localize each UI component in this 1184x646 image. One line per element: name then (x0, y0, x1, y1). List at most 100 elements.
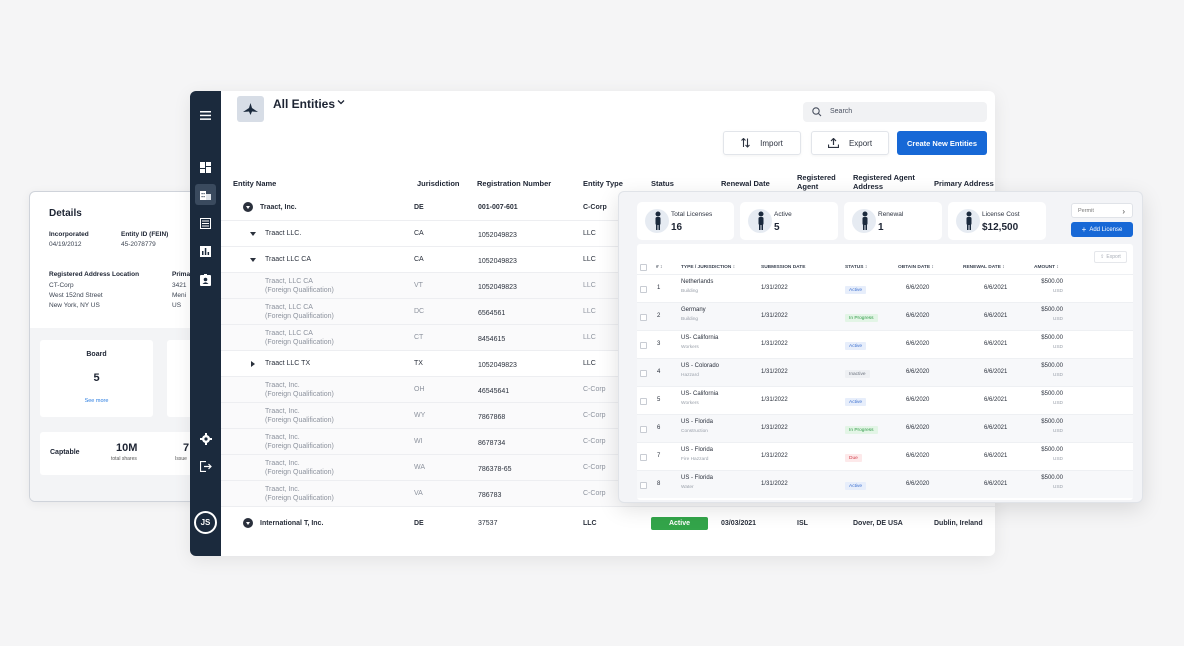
entity-name-text: Traact, Inc. (265, 382, 300, 389)
column-registered-agent-line1[interactable]: Registered (797, 173, 836, 182)
row-checkbox[interactable] (640, 398, 647, 405)
license-type: Building (681, 289, 699, 294)
entity-type: LLC (583, 282, 596, 289)
permit-label: Permit (1078, 208, 1094, 214)
column-number[interactable]: # ↕ (656, 265, 662, 270)
column-status[interactable]: Status (651, 179, 674, 188)
table-row[interactable]: Traact LLC. CA 1052049823 LLC (221, 221, 995, 247)
column-type-jurisdiction[interactable]: TYPE / JURISDICTION ↕ (681, 265, 735, 270)
entity-type: LLC (583, 360, 596, 367)
table-row[interactable]: Traact LLC CA CA 1052049823 LLC (221, 247, 995, 273)
column-entity-name[interactable]: Entity Name (233, 179, 277, 188)
chevron-right-icon[interactable] (251, 361, 255, 367)
table-row[interactable]: Traact, Inc. DE 001-007-601 C-Corp (221, 195, 995, 221)
list-icon[interactable] (195, 213, 216, 234)
row-number: 6 (657, 425, 661, 431)
collapse-icon[interactable] (243, 202, 253, 212)
row-checkbox[interactable] (640, 342, 647, 349)
table-row[interactable]: 1 Netherlands Building 1/31/2022 Active 6/6/2… (637, 274, 1133, 302)
obtain-date: 6/6/2020 (906, 425, 930, 431)
row-checkbox[interactable] (640, 370, 647, 377)
table-row[interactable]: 3 US- California Workers 1/31/2022 Active 6/6… (637, 330, 1133, 358)
column-agent-address-line2[interactable]: Address (853, 182, 884, 191)
stat-label: Active (774, 211, 792, 218)
chevron-down-icon[interactable] (336, 97, 346, 107)
table-row[interactable]: Traact LLC TX TX 1052049823 LLC (221, 351, 995, 377)
avatar[interactable]: JS (194, 511, 217, 534)
entity-type: C-Corp (583, 204, 607, 211)
table-row[interactable]: 2 Germany Building 1/31/2022 In Progress 6/6/… (637, 302, 1133, 330)
dashboard-icon[interactable] (195, 157, 216, 178)
column-entity-type[interactable]: Entity Type (583, 179, 623, 188)
table-row[interactable]: International T, Inc. DE 37537 LLC Activ… (221, 511, 995, 537)
column-renewal-date[interactable]: RENEWAL DATE ↕ (963, 265, 1005, 270)
row-checkbox[interactable] (640, 454, 647, 461)
column-renewal-date[interactable]: Renewal Date (721, 179, 770, 188)
submission-date: 1/31/2022 (761, 453, 788, 459)
submission-date: 1/31/2022 (761, 425, 788, 431)
stat-value: 1 (878, 222, 884, 233)
total-shares-value: 10M (116, 442, 138, 454)
export-label: Export (848, 138, 873, 148)
license-type: Workers (681, 345, 699, 350)
create-new-entities-button[interactable]: Create New Entities (897, 131, 987, 155)
registration-number: 1052049823 (478, 284, 517, 291)
page-title[interactable]: All Entities (273, 97, 336, 111)
currency: USD (1052, 317, 1063, 322)
registered-address-line: New York, NY US (49, 302, 100, 309)
table-row[interactable]: 5 US- California Workers 1/31/2022 Active 6/6… (637, 386, 1133, 414)
foreign-qualification-text: (Foreign Qualification) (265, 313, 334, 320)
chevron-down-icon[interactable] (250, 232, 256, 236)
export-button[interactable]: Export (811, 131, 889, 155)
row-checkbox[interactable] (640, 426, 647, 433)
column-status[interactable]: STATUS ↕ (845, 265, 867, 270)
submission-date: 1/31/2022 (761, 341, 788, 347)
column-jurisdiction[interactable]: Jurisdiction (417, 179, 460, 188)
id-badge-icon[interactable] (195, 269, 216, 290)
table-row[interactable]: 4 US - Colorado Hazzard 1/31/2022 Inactive 6/… (637, 358, 1133, 386)
column-primary-address[interactable]: Primary Address (934, 179, 994, 188)
entity-type: C-Corp (583, 490, 606, 497)
table-row[interactable]: 8 US - Florida Water 1/31/2022 Active 6/6/202… (637, 470, 1133, 498)
row-checkbox[interactable] (640, 314, 647, 321)
gear-icon[interactable] (195, 428, 216, 449)
column-obtain-date[interactable]: OBTAIN DATE ↕ (898, 265, 934, 270)
menu-icon[interactable] (195, 105, 216, 126)
table-row[interactable]: 6 US - Florida Construction 1/31/2022 In Pro… (637, 414, 1133, 442)
building-icon[interactable] (195, 184, 216, 205)
board-label: Board (86, 351, 107, 358)
row-checkbox[interactable] (640, 482, 647, 489)
column-registered-agent-line2[interactable]: Agent (797, 182, 819, 191)
entity-name: Traact, Inc. (Foreign Qualification) (265, 459, 334, 477)
logout-icon[interactable] (195, 456, 216, 477)
registration-number: 001-007-601 (478, 204, 518, 211)
entity-type: C-Corp (583, 412, 606, 419)
collapse-icon[interactable] (243, 518, 253, 528)
import-button[interactable]: Import (723, 131, 801, 155)
jurisdiction: Netherlands (681, 279, 714, 285)
chart-icon[interactable] (195, 241, 216, 262)
column-amount[interactable]: AMOUNT ↕ (1034, 265, 1059, 270)
jurisdiction: TX (414, 360, 423, 367)
table-export-label: Export (1106, 254, 1121, 260)
chevron-down-icon[interactable] (250, 258, 256, 262)
table-export-button[interactable]: ⇪ Export (1094, 251, 1127, 263)
entity-name: Traact, LLC CA (Foreign Qualification) (265, 277, 334, 295)
renewal-date: 6/6/2021 (984, 285, 1008, 291)
primary-address-line: US (172, 302, 182, 309)
search-input[interactable]: Search (803, 102, 987, 122)
search-icon (812, 107, 822, 117)
issued-label: Issue (175, 456, 187, 462)
column-agent-address-line1[interactable]: Registered Agent (853, 173, 915, 182)
table-row[interactable]: 7 US - Florida Fire Hazzard 1/31/2022 Due 6/6… (637, 442, 1133, 470)
add-license-button[interactable]: + Add License (1071, 222, 1133, 237)
column-submission-date[interactable]: SUBMISSION DATE (761, 265, 806, 270)
column-registration-number[interactable]: Registration Number (477, 179, 552, 188)
see-more-link[interactable]: See more (84, 398, 109, 404)
jurisdiction: DE (414, 520, 424, 527)
row-checkbox[interactable] (640, 286, 647, 293)
foreign-qualification-text: (Foreign Qualification) (265, 495, 334, 502)
select-all-checkbox[interactable] (640, 264, 647, 271)
entity-name: Traact, Inc. (Foreign Qualification) (265, 433, 334, 451)
permit-dropdown[interactable]: Permit › (1071, 203, 1133, 218)
